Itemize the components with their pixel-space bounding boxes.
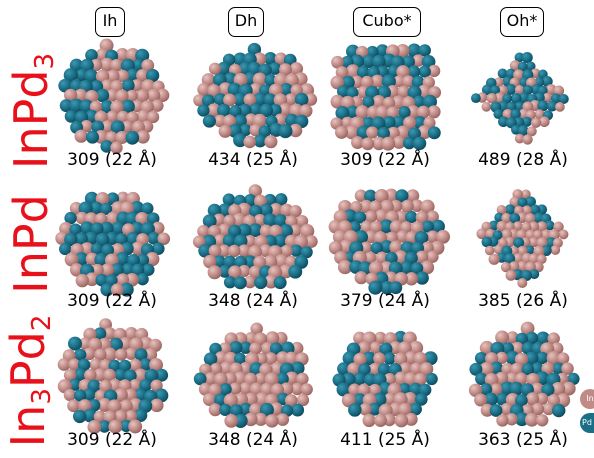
nanocluster-inpd3-dh: [193, 42, 318, 149]
legend-in-swatch: In: [580, 389, 594, 409]
caption-inpd3-oh: 489 (28 Å): [478, 150, 568, 170]
nanocluster-inpd-cubo: [328, 188, 451, 295]
column-header-oh: Oh*: [500, 7, 544, 37]
legend-in-label: In: [586, 394, 594, 403]
caption-inpd3-dh: 434 (25 Å): [208, 150, 298, 170]
nanocluster-inpd3-ih: [58, 38, 170, 154]
caption-inpd-cubo: 379 (24 Å): [340, 291, 430, 311]
nanocluster-inpd3-oh: [470, 52, 569, 145]
nanocluster-inpd-ih: [55, 191, 171, 297]
caption-inpd-oh: 385 (26 Å): [478, 291, 568, 311]
nanocluster-inpd-dh: [192, 184, 318, 290]
column-header-dh: Dh: [228, 7, 264, 37]
caption-in3pd2-cubo: 411 (25 Å): [340, 430, 430, 450]
caption-inpd3-ih: 309 (22 Å): [67, 150, 157, 170]
caption-inpd-dh: 348 (24 Å): [208, 291, 298, 311]
nanocluster-in3pd2-ih: [57, 318, 169, 434]
nanocluster-in3pd2-oh: [468, 321, 580, 427]
column-header-ih: Ih: [95, 7, 125, 37]
legend-pd-swatch: Pd: [580, 413, 594, 433]
caption-inpd-ih: 309 (22 Å): [67, 291, 157, 311]
nanocluster-in3pd2-dh: [193, 322, 313, 428]
nanocluster-inpd-oh: [476, 189, 569, 288]
nanocluster-inpd3-cubo: [330, 43, 442, 151]
caption-in3pd2-ih: 309 (22 Å): [67, 430, 157, 450]
caption-inpd3-cubo: 309 (22 Å): [340, 150, 430, 170]
caption-in3pd2-dh: 348 (24 Å): [208, 430, 298, 450]
column-header-cubo: Cubo*: [353, 7, 421, 37]
legend-pd-label: Pd: [582, 418, 592, 427]
nanocluster-in3pd2-cubo: [332, 330, 438, 428]
caption-in3pd2-oh: 363 (25 Å): [478, 430, 568, 450]
